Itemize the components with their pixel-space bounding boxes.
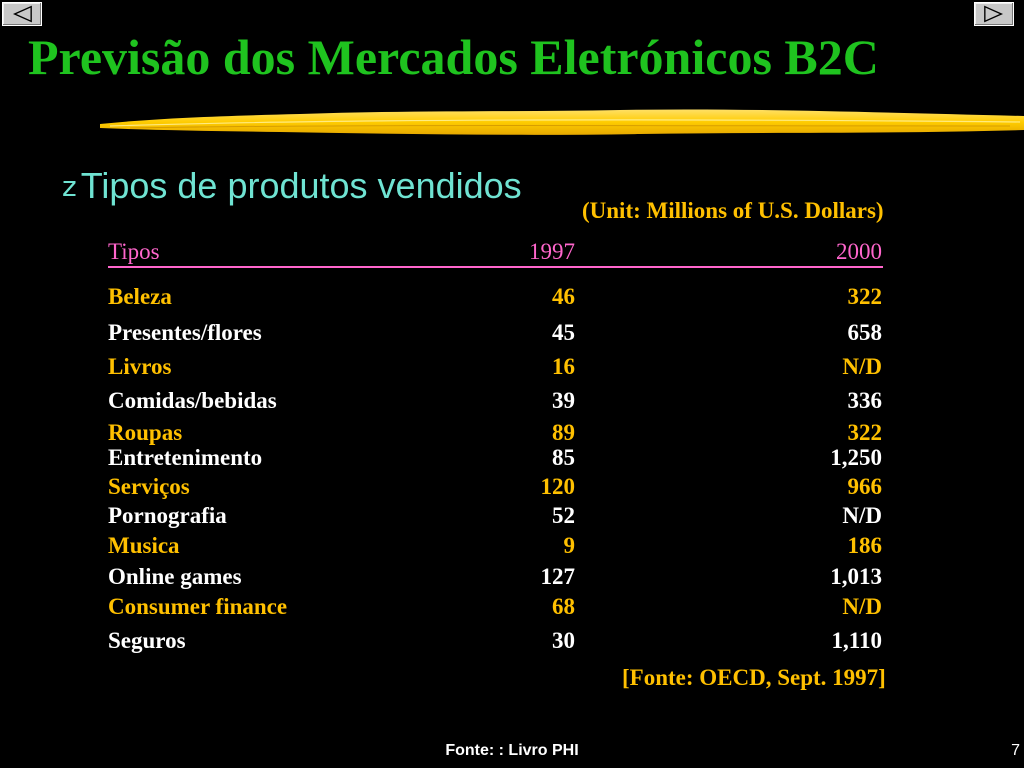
row-name: Comidas/bebidas [108, 388, 277, 413]
row-name: Pornografia [108, 503, 227, 528]
row-value-1997: 127 [540, 564, 576, 589]
table-row: Presentes/flores 45 658 [0, 320, 1024, 346]
table-row: Consumer finance 68 N/D [0, 594, 1024, 620]
row-value-1997: 89 [552, 420, 575, 445]
slide-title: Previsão dos Mercados Eletrónicos B2C [28, 29, 879, 85]
header-underline [108, 266, 883, 268]
row-name: Entretenimento [108, 445, 263, 470]
row-value-2000: N/D [842, 594, 882, 619]
row-value-1997: 45 [552, 320, 575, 345]
row-name: Online games [108, 564, 242, 589]
row-value-2000: 1,110 [831, 628, 882, 653]
table-row: Musica 9 186 [0, 533, 1024, 559]
table-row: Livros 16 N/D [0, 354, 1024, 380]
row-name: Presentes/flores [108, 320, 262, 345]
next-slide-button[interactable] [974, 2, 1014, 26]
triangle-left-icon [12, 5, 32, 23]
row-value-2000: 322 [847, 284, 883, 309]
row-name: Serviços [108, 474, 190, 499]
row-name: Seguros [108, 628, 186, 653]
row-value-1997: 85 [552, 445, 575, 470]
row-value-2000: N/D [842, 354, 882, 379]
previous-slide-button[interactable] [2, 2, 42, 26]
row-value-2000: 658 [847, 320, 883, 345]
unit-note: (Unit: Millions of U.S. Dollars) [582, 198, 884, 223]
row-value-1997: 68 [552, 594, 575, 619]
row-value-2000: 966 [847, 474, 883, 499]
footer-text: Fonte: : Livro PHI [445, 742, 579, 759]
row-value-1997: 30 [552, 628, 575, 653]
row-value-2000: 186 [847, 533, 883, 558]
table-row: Online games 127 1,013 [0, 564, 1024, 590]
row-name: Livros [108, 354, 172, 379]
row-name: Consumer finance [108, 594, 288, 619]
page-number: 7 [1011, 742, 1020, 759]
table-row: Beleza 46 322 [0, 284, 1024, 310]
row-name: Beleza [108, 284, 172, 309]
row-value-2000: 322 [847, 420, 883, 445]
table-row: Seguros 30 1,110 [0, 628, 1024, 654]
row-value-1997: 52 [552, 503, 575, 528]
row-value-2000: 336 [847, 388, 883, 413]
table-row: Comidas/bebidas 39 336 [0, 388, 1024, 414]
row-name: Roupas [108, 420, 183, 445]
column-header-1997: 1997 [529, 239, 575, 264]
table-row: Pornografia 52 N/D [0, 503, 1024, 529]
source-citation: [Fonte: OECD, Sept. 1997] [622, 665, 886, 690]
row-value-1997: 120 [540, 474, 576, 499]
bullet-point: z Tipos de produtos vendidos [62, 164, 522, 207]
bullet-text: Tipos de produtos vendidos [80, 165, 522, 206]
triangle-right-icon [984, 5, 1004, 23]
row-value-2000: 1,250 [830, 445, 882, 470]
row-value-2000: 1,013 [830, 564, 882, 589]
row-name: Musica [108, 533, 180, 558]
column-header-2000: 2000 [836, 239, 882, 264]
row-value-1997: 39 [552, 388, 575, 413]
row-value-1997: 46 [552, 284, 575, 309]
title-underline-brushstroke [100, 109, 1024, 135]
table-row: Serviços 120 966 [0, 474, 1024, 500]
table-row: Entretenimento 85 1,250 [0, 445, 1024, 471]
bullet-z-glyph: z [62, 170, 77, 203]
column-header-tipos: Tipos [108, 239, 160, 264]
row-value-1997: 16 [552, 354, 575, 379]
table-row: Roupas 89 322 [0, 420, 1024, 446]
row-value-1997: 9 [563, 533, 576, 558]
row-value-2000: N/D [842, 503, 882, 528]
